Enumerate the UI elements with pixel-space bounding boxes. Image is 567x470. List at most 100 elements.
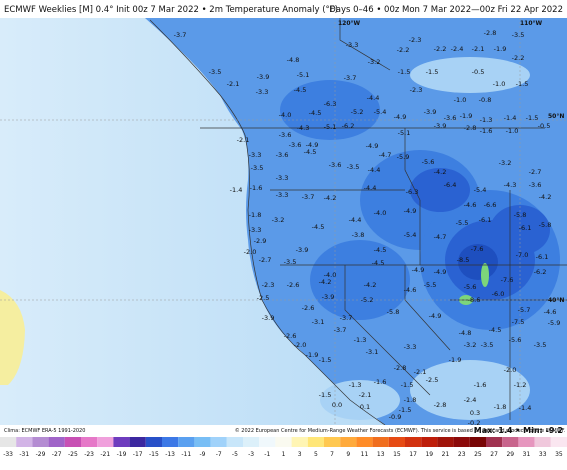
anomaly-value: -6.2: [342, 122, 355, 130]
anomaly-value: -2.8: [434, 401, 447, 409]
anomaly-value: -6.1: [479, 216, 492, 224]
colorbar-swatch: [145, 437, 162, 447]
anomaly-value: -2.3: [262, 281, 275, 289]
anomaly-value: -1.6: [474, 381, 487, 389]
colorbar-swatch: [307, 437, 324, 447]
anomaly-value: -4.4: [367, 94, 380, 102]
colorbar-swatch: [48, 437, 65, 447]
anomaly-value: -1.9: [449, 356, 462, 364]
colorbar-swatch: [64, 437, 81, 447]
anomaly-value: -3.6: [529, 181, 542, 189]
anomaly-value: -4.5: [312, 223, 325, 231]
anomaly-value: -6.2: [534, 268, 547, 276]
colorbar-label: -21: [100, 451, 110, 458]
anomaly-value: -4.9: [434, 268, 447, 276]
colorbar-swatch: [469, 437, 486, 447]
anomaly-value: -2.4: [451, 45, 464, 53]
anomaly-value: -4.5: [374, 246, 387, 254]
colorbar-swatch: [356, 437, 373, 447]
anomaly-value: -1.5: [401, 381, 414, 389]
colorbar-swatch: [113, 437, 130, 447]
colorbar-swatch: [340, 437, 357, 447]
anomaly-value: -2.7: [259, 256, 272, 264]
anomaly-value: -2.5: [257, 294, 270, 302]
colorbar-label: 9: [346, 451, 350, 458]
green-patch: [459, 263, 489, 305]
colorbar-label: -15: [149, 451, 159, 458]
anomaly-value: -3.9: [322, 293, 335, 301]
colorbar-label: -31: [19, 451, 29, 458]
colorbar-swatch: [97, 437, 114, 447]
colorbar-label: -3: [248, 451, 254, 458]
colorbar-label: 25: [474, 451, 482, 458]
anomaly-value: -3.7: [302, 193, 315, 201]
anomaly-value: -5.1: [297, 71, 310, 79]
anomaly-value: -3.3: [256, 88, 269, 96]
colorbar-label: -13: [165, 451, 175, 458]
anomaly-value: -1.5: [516, 80, 529, 88]
anomaly-value: -2.8: [464, 124, 477, 132]
anomaly-value: -2.3: [409, 36, 422, 44]
colorbar-label: -19: [117, 451, 127, 458]
anomaly-value: -2.7: [529, 168, 542, 176]
anomaly-value: -3.2: [499, 159, 512, 167]
anomaly-value: -3.9: [296, 246, 309, 254]
anomaly-value: 0.1: [360, 403, 370, 411]
anomaly-value: -2.8: [394, 364, 407, 372]
colorbar-swatch: [16, 437, 33, 447]
colorbar-label: 5: [314, 451, 318, 458]
anomaly-value: -3.5: [347, 163, 360, 171]
anomaly-value: -7.6: [471, 245, 484, 253]
colorbar-swatch: [210, 437, 227, 447]
anomaly-value: -5.4: [374, 108, 387, 116]
anomaly-value: -4.5: [304, 148, 317, 156]
anomaly-value: -1.6: [480, 127, 493, 135]
anomaly-value: -4.3: [297, 124, 310, 132]
anomaly-value: -1.3: [354, 336, 367, 344]
anomaly-value: -3.6: [329, 161, 342, 169]
anomaly-value: 0.0: [332, 401, 342, 409]
anomaly-value: -4.0: [374, 209, 387, 217]
max-min: Max: 1.4 • Min: -9.2: [474, 426, 563, 435]
anomaly-value: -6.4: [444, 181, 457, 189]
anomaly-value: -4.7: [379, 151, 392, 159]
anomaly-value: -3.5: [512, 31, 525, 39]
anomaly-value: -4.2: [434, 168, 447, 176]
grid-label: 120°W: [338, 20, 361, 27]
anomaly-value: -3.2: [368, 58, 381, 66]
anomaly-value: -2.1: [359, 391, 372, 399]
anomaly-value: -4.9: [306, 141, 319, 149]
anomaly-value: -3.5: [251, 164, 264, 172]
anomaly-value: -6.1: [536, 253, 549, 261]
anomaly-value: -1.3: [349, 381, 362, 389]
anomaly-value: -2.0: [504, 366, 517, 374]
colorbar-swatch: [388, 437, 405, 447]
colorbar-label: -17: [133, 451, 143, 458]
colorbar-swatch: [534, 437, 551, 447]
header-bar: [0, 0, 567, 18]
anomaly-value: -5.9: [397, 153, 410, 161]
anomaly-value: -6.1: [519, 224, 532, 232]
title: ECMWF Weeklies [M] 0.4° Init 00z 7 Mar 2…: [4, 5, 338, 15]
colorbar-swatch: [162, 437, 179, 447]
anomaly-value: -6.6: [484, 201, 497, 209]
anomaly-value: -1.9: [306, 351, 319, 359]
colorbar-label: 33: [539, 451, 547, 458]
anomaly-value: -2.5: [426, 376, 439, 384]
warm-anomaly: [0, 290, 25, 385]
anomaly-value: -4.9: [394, 113, 407, 121]
anomaly-value: -0.5: [472, 68, 485, 76]
colorbar-swatch: [0, 437, 17, 447]
anomaly-value: -3.2: [464, 341, 477, 349]
anomaly-value: -3.5: [481, 341, 494, 349]
anomaly-value: -5.1: [324, 123, 337, 131]
anomaly-value: -4.4: [364, 184, 377, 192]
anomaly-value: -4.5: [309, 109, 322, 117]
colorbar-swatch: [550, 437, 567, 447]
colorbar-label: -1: [264, 451, 270, 458]
anomaly-value: -1.8: [494, 403, 507, 411]
grid-label: 50°N: [548, 113, 564, 120]
anomaly-value: -1.5: [319, 356, 332, 364]
anomaly-value: -2.2: [512, 54, 525, 62]
